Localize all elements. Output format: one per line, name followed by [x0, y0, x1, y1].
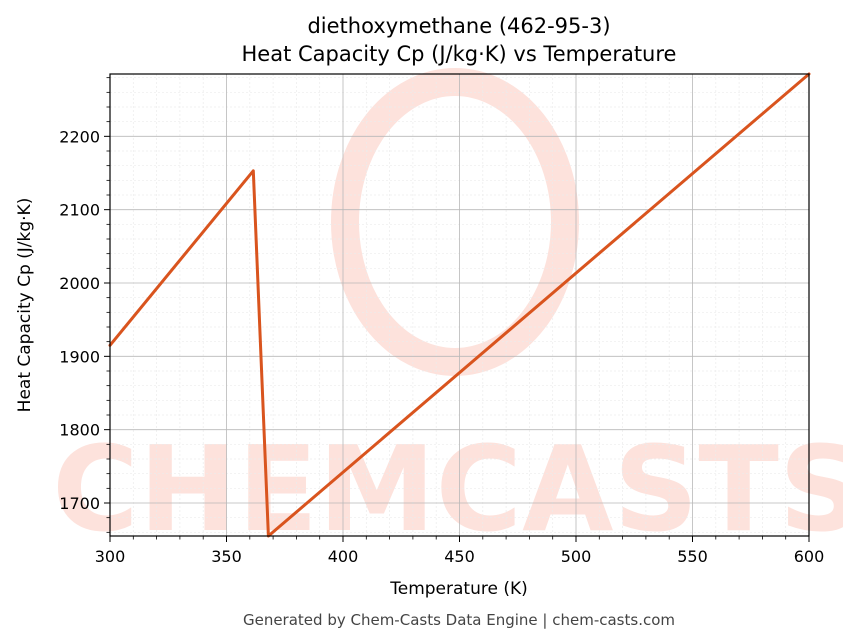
series-line-0 [108, 72, 811, 538]
y-tick-label: 1700 [59, 494, 100, 513]
x-tick-label: 350 [211, 547, 242, 566]
x-tick-label: 550 [677, 547, 708, 566]
y-axis-label: Heat Capacity Cp (J/kg·K) [15, 198, 35, 413]
x-tick-label: 500 [561, 547, 592, 566]
chart-title: diethoxymethane (462-95-3) [307, 14, 610, 38]
watermark-logo: CHEMCASTS [52, 68, 843, 558]
y-tick-label: 2200 [59, 127, 100, 146]
footer-credit: Generated by Chem-Casts Data Engine | ch… [243, 611, 675, 629]
watermark-text: CHEMCASTS [52, 420, 843, 558]
y-tick-label: 2100 [59, 201, 100, 220]
x-axis-label: Temperature (K) [389, 579, 528, 599]
x-tick-label: 600 [794, 547, 825, 566]
series-layer [108, 72, 811, 538]
x-tick-label: 300 [95, 547, 126, 566]
x-tick-label: 400 [328, 547, 359, 566]
y-tick-label: 1800 [59, 421, 100, 440]
y-tick-label: 2000 [59, 274, 100, 293]
ticks-layer: 300 350 400 450 500 550 600 1700 1800 1900 2000 210… [59, 77, 825, 566]
chart-subtitle: Heat Capacity Cp (J/kg·K) vs Temperature [242, 42, 677, 66]
y-tick-label: 1900 [59, 347, 100, 366]
x-tick-label: 450 [444, 547, 475, 566]
watermark-swirl [331, 68, 579, 376]
